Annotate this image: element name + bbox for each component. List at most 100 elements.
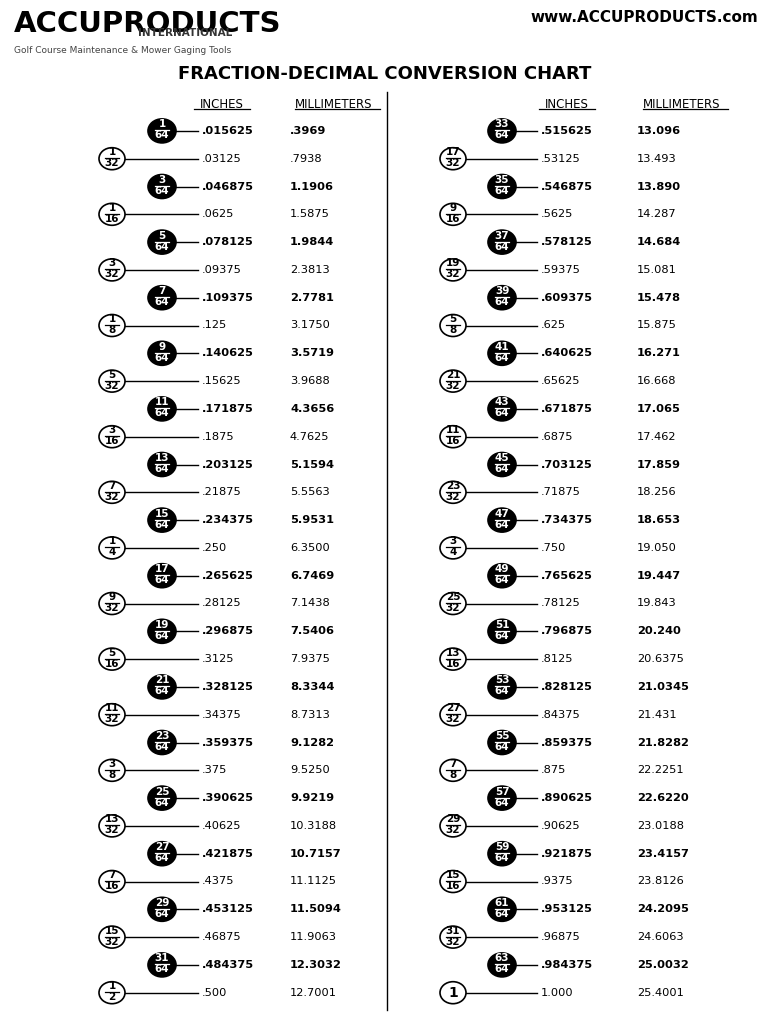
Text: 64: 64 [494,742,509,752]
Text: 7.5406: 7.5406 [290,627,334,636]
Text: 64: 64 [494,909,509,919]
Text: 64: 64 [155,297,169,307]
Text: 32: 32 [105,492,119,502]
Text: www.ACCUPRODUCTS.com: www.ACCUPRODUCTS.com [531,10,758,25]
Text: 15.478: 15.478 [637,293,681,303]
Text: 9.5250: 9.5250 [290,765,330,775]
Text: .8125: .8125 [541,654,574,665]
Text: 27: 27 [155,842,169,852]
Text: 23: 23 [446,481,460,490]
Text: 13: 13 [105,814,119,824]
Text: 13: 13 [446,647,460,657]
Ellipse shape [99,426,125,447]
Ellipse shape [440,926,466,948]
Ellipse shape [148,563,176,588]
Text: 17: 17 [155,564,169,574]
Text: .6875: .6875 [541,432,574,441]
Text: 16: 16 [105,436,119,446]
Text: 61: 61 [495,898,509,908]
Text: 64: 64 [155,575,169,585]
Text: 25: 25 [155,786,169,797]
Ellipse shape [99,703,125,726]
Text: 5.1594: 5.1594 [290,460,334,469]
Text: .250: .250 [202,543,227,553]
Text: 16: 16 [446,658,460,669]
Text: 37: 37 [494,230,509,241]
Text: 13.493: 13.493 [637,154,677,164]
Text: 3: 3 [450,537,457,547]
Text: 8.7313: 8.7313 [290,710,330,720]
Ellipse shape [440,147,466,170]
Text: 59: 59 [495,842,509,852]
Text: 3: 3 [109,425,116,435]
Text: .375: .375 [202,765,227,775]
Ellipse shape [488,397,516,421]
Text: .96875: .96875 [541,932,581,942]
Text: 11.9063: 11.9063 [290,932,337,942]
Text: 32: 32 [446,269,460,280]
Ellipse shape [488,730,516,755]
Text: 32: 32 [105,937,119,946]
Text: 11: 11 [105,703,119,713]
Ellipse shape [99,926,125,948]
Ellipse shape [99,648,125,670]
Text: 16: 16 [105,658,119,669]
Text: 23.4157: 23.4157 [637,849,689,859]
Text: 47: 47 [494,509,510,518]
Text: .828125: .828125 [541,682,593,692]
Text: 6.7469: 6.7469 [290,570,334,581]
Text: 23.8126: 23.8126 [637,877,684,887]
Text: .046875: .046875 [202,181,254,191]
Text: 64: 64 [155,631,169,641]
Text: 64: 64 [155,409,169,419]
Ellipse shape [99,982,125,1004]
Text: 10.7157: 10.7157 [290,849,342,859]
Text: 45: 45 [494,453,509,463]
Text: 64: 64 [155,130,169,140]
Text: 1: 1 [109,147,116,158]
Ellipse shape [488,675,516,699]
Text: .500: .500 [202,988,227,997]
Text: 8: 8 [109,770,116,780]
Text: 5.9531: 5.9531 [290,515,334,525]
Text: 64: 64 [155,909,169,919]
Ellipse shape [99,481,125,504]
Text: 32: 32 [446,825,460,836]
Text: 6.3500: 6.3500 [290,543,330,553]
Text: 9: 9 [450,203,457,213]
Text: 18.256: 18.256 [637,487,677,498]
Text: 9.1282: 9.1282 [290,737,334,748]
Text: .9375: .9375 [541,877,574,887]
Text: 5: 5 [109,370,116,380]
Text: 11.1125: 11.1125 [290,877,337,887]
Text: 32: 32 [105,714,119,724]
Ellipse shape [148,508,176,532]
Text: .015625: .015625 [202,126,254,136]
Text: 1: 1 [109,314,116,324]
Text: 16: 16 [446,214,460,224]
Ellipse shape [99,259,125,281]
Ellipse shape [99,370,125,392]
Text: Golf Course Maintenance & Mower Gaging Tools: Golf Course Maintenance & Mower Gaging T… [14,46,231,55]
Text: MILLIMETERS: MILLIMETERS [643,98,721,111]
Text: 64: 64 [155,742,169,752]
Ellipse shape [148,786,176,810]
Text: 18.653: 18.653 [637,515,681,525]
Text: 19.447: 19.447 [637,570,681,581]
Text: .390625: .390625 [202,794,254,803]
Text: FRACTION-DECIMAL CONVERSION CHART: FRACTION-DECIMAL CONVERSION CHART [179,65,591,83]
Text: .640625: .640625 [541,348,593,358]
Text: .28125: .28125 [202,598,242,608]
Text: 10.3188: 10.3188 [290,821,337,830]
Text: 32: 32 [446,381,460,390]
Text: 5.5563: 5.5563 [290,487,330,498]
Text: .078125: .078125 [202,238,254,247]
Ellipse shape [148,341,176,366]
Text: 64: 64 [494,686,509,696]
Text: 4: 4 [450,548,457,557]
Text: .890625: .890625 [541,794,593,803]
Ellipse shape [99,760,125,781]
Text: .65625: .65625 [541,376,581,386]
Text: .515625: .515625 [541,126,593,136]
Text: 8: 8 [450,770,457,780]
